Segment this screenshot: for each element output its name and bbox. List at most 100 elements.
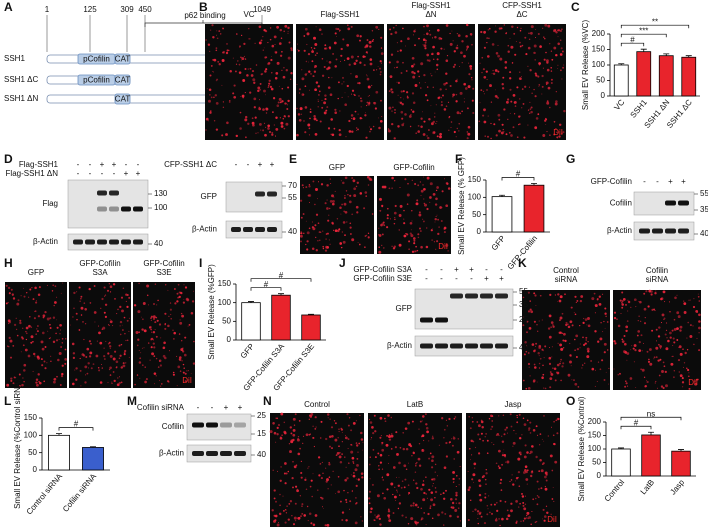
vesicle-dot [349, 226, 352, 229]
vesicle-dot [166, 380, 170, 383]
vesicle-dot [338, 129, 341, 132]
vesicle-dot [155, 335, 158, 338]
vesicle-dot [17, 299, 20, 302]
vesicle-dot [415, 482, 418, 485]
vesicle-dot [391, 176, 394, 180]
vesicle-dot [532, 379, 536, 382]
blot-membrane [225, 181, 283, 213]
vesicle-dot [582, 364, 584, 366]
vesicle-dot [499, 57, 503, 61]
vesicle-dot [381, 116, 383, 118]
vesicle-dot [426, 207, 429, 211]
vesicle-dot [178, 358, 182, 362]
vesicle-dot [394, 67, 396, 69]
vesicle-dot [345, 136, 347, 138]
vesicle-dot [54, 285, 57, 288]
blot-membrane [67, 233, 149, 251]
vesicle-dot [510, 479, 513, 481]
vesicle-dot [498, 466, 501, 470]
vesicle-dot [159, 385, 162, 387]
vesicle-dot [327, 86, 331, 89]
vesicle-dot [522, 520, 525, 522]
vesicle-dot [414, 182, 417, 186]
vesicle-dot [339, 110, 341, 112]
vesicle-dot [368, 177, 372, 181]
vesicle-dot [648, 348, 652, 351]
vesicle-dot [305, 433, 309, 437]
vesicle-dot [686, 349, 689, 351]
vesicle-dot [316, 52, 318, 55]
vesicle-dot [541, 319, 543, 321]
vesicle-dot [350, 73, 352, 75]
blot-band [255, 191, 265, 197]
vesicle-dot [85, 374, 87, 376]
vesicle-dot [535, 497, 537, 500]
vesicle-dot [571, 379, 573, 381]
vesicle-dot [487, 508, 489, 510]
blot-band [109, 206, 119, 212]
vesicle-dot [392, 512, 395, 514]
vesicle-dot [149, 359, 151, 361]
vesicle-dot [90, 367, 93, 370]
vesicle-dot [249, 91, 252, 94]
vesicle-dot [310, 522, 313, 525]
vesicle-dot [83, 338, 85, 341]
domain-box [114, 53, 131, 65]
blot-band [192, 422, 204, 428]
vesicle-dot [570, 306, 573, 309]
vesicle-dot [505, 461, 507, 463]
vesicle-dot [574, 338, 576, 341]
vesicle-dot [557, 418, 560, 420]
vesicle-dot [326, 232, 329, 235]
vesicle-dot [406, 91, 409, 94]
vesicle-dot [281, 50, 283, 53]
vesicle-dot [526, 515, 528, 517]
vesicle-dot [413, 30, 416, 33]
vesicle-dot [162, 346, 166, 350]
vesicle-dot [530, 110, 533, 114]
vesicle-dot [34, 310, 36, 312]
vesicle-dot [103, 311, 106, 314]
error-bar [499, 194, 505, 197]
vesicle-dot [402, 431, 405, 434]
vesicle-dot [80, 306, 84, 310]
vesicle-dot [432, 482, 434, 485]
vesicle-dot [35, 301, 38, 304]
vesicle-dot [323, 65, 326, 69]
vesicle-dot [205, 129, 207, 131]
vesicle-dot [207, 120, 209, 122]
vesicle-dot [405, 468, 408, 471]
vesicle-dot [258, 107, 262, 111]
error-bar [308, 313, 314, 315]
vesicle-dot [339, 60, 342, 62]
vesicle-dot [369, 58, 373, 61]
vesicle-dot [420, 519, 422, 521]
vesicle-dot [672, 337, 675, 340]
vesicle-dot [552, 367, 554, 369]
vesicle-dot [527, 362, 531, 366]
vesicle-dot [451, 506, 455, 510]
vesicle-dot [274, 514, 278, 518]
vesicle-dot [308, 61, 309, 63]
vesicle-dot [560, 358, 562, 361]
vesicle-dot [651, 329, 654, 332]
vesicle-dot [124, 332, 126, 335]
vesicle-dot [104, 315, 108, 319]
vesicle-dot [109, 354, 113, 358]
vesicle-dot [521, 88, 524, 90]
vesicle-dot [320, 420, 323, 423]
vesicle-dot [524, 503, 527, 506]
vesicle-dot [73, 307, 75, 310]
vesicle-dot [467, 518, 470, 522]
vesicle-dot [283, 510, 285, 512]
vesicle-dot [575, 356, 578, 358]
mw-marker: 40 [288, 227, 297, 236]
vesicle-dot [466, 137, 469, 140]
vesicle-dot [43, 380, 46, 383]
vesicle-dot [318, 474, 321, 477]
vesicle-dot [334, 65, 337, 68]
vesicle-dot [159, 364, 162, 367]
vesicle-dot [314, 203, 316, 206]
vesicle-dot [281, 434, 283, 436]
vesicle-dot [247, 122, 250, 125]
